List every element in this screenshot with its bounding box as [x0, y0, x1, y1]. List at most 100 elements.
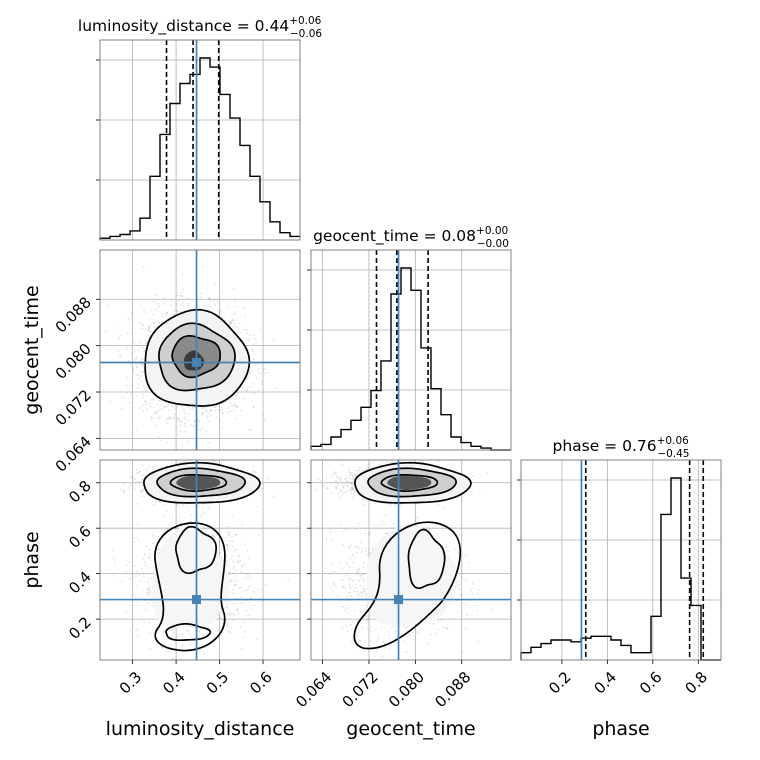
sample-point: [207, 297, 210, 300]
sample-point: [257, 505, 259, 508]
sample-point: [148, 466, 151, 469]
sample-point: [194, 425, 197, 428]
sample-point: [150, 591, 152, 593]
sample-point: [155, 500, 157, 503]
sample-point: [212, 633, 214, 635]
sample-point: [234, 549, 237, 551]
sample-point: [227, 603, 230, 606]
sample-point: [221, 291, 224, 294]
sample-point: [204, 527, 207, 530]
sample-point: [240, 602, 243, 604]
sample-point: [139, 471, 142, 473]
sample-point: [132, 477, 134, 480]
sample-point: [140, 321, 142, 324]
sample-point: [208, 298, 211, 301]
sample-point: [246, 377, 249, 380]
sample-point: [227, 399, 230, 401]
sample-point: [224, 540, 227, 542]
sample-point: [165, 406, 168, 409]
sample-point: [135, 469, 138, 471]
sample-point: [253, 358, 256, 361]
sample-point: [151, 398, 154, 401]
sample-point: [206, 416, 209, 419]
sample-point: [219, 544, 222, 547]
sample-point: [171, 657, 174, 660]
sample-point: [149, 647, 152, 650]
sample-point: [219, 311, 222, 314]
sample-point: [165, 314, 168, 316]
sample-point: [237, 467, 240, 469]
sample-point: [125, 611, 127, 614]
sample-point: [107, 304, 110, 307]
sample-point: [166, 312, 169, 315]
sample-point: [186, 296, 189, 299]
sample-point: [219, 616, 222, 619]
sample-point: [138, 481, 141, 483]
sample-point: [130, 362, 133, 365]
sample-point: [212, 535, 214, 537]
sample-point: [126, 377, 128, 379]
sample-point: [163, 530, 166, 533]
sample-point: [186, 419, 189, 422]
sample-point: [238, 587, 241, 590]
sample-point: [187, 413, 189, 415]
sample-point: [134, 478, 136, 481]
sample-point: [187, 440, 190, 442]
sample-point: [258, 389, 261, 392]
contour-inner: [171, 335, 221, 379]
sample-point: [225, 625, 228, 627]
sample-point: [152, 313, 155, 316]
sample-point: [122, 483, 124, 485]
sample-point: [183, 461, 186, 463]
sample-point: [221, 408, 224, 411]
sample-point: [184, 415, 187, 418]
sample-point: [258, 534, 261, 537]
sample-point: [175, 304, 178, 307]
sample-point: [118, 337, 121, 340]
sample-point: [187, 510, 190, 512]
sample-point: [230, 321, 233, 324]
sample-point: [264, 368, 267, 371]
sample-point: [243, 306, 246, 309]
sample-point: [245, 589, 248, 591]
sample-point: [235, 533, 238, 535]
sample-point: [134, 488, 136, 491]
sample-point: [234, 403, 236, 406]
sample-point: [156, 411, 159, 414]
sample-point: [200, 295, 203, 298]
sample-point: [237, 556, 240, 558]
sample-point: [144, 400, 147, 403]
sample-point: [219, 308, 222, 311]
sample-point: [203, 653, 205, 655]
sample-point: [252, 493, 255, 496]
sample-point: [134, 596, 137, 599]
sample-point: [137, 472, 140, 474]
sample-point: [257, 367, 260, 370]
sample-point: [185, 505, 187, 507]
sample-point: [254, 337, 257, 340]
sample-point: [147, 588, 149, 590]
sample-point: [192, 424, 195, 427]
sample-point: [174, 302, 177, 305]
sample-point: [261, 382, 264, 385]
sample-point: [228, 319, 231, 322]
sample-point: [181, 633, 184, 635]
sample-point: [132, 368, 135, 371]
sample-point: [245, 609, 248, 612]
sample-point: [146, 408, 148, 411]
sample-point: [133, 594, 135, 596]
sample-point: [229, 580, 231, 582]
sample-point: [210, 305, 213, 308]
sample-point: [140, 478, 143, 481]
sample-point: [162, 303, 165, 305]
sample-point: [148, 589, 150, 591]
sample-point: [121, 407, 123, 410]
sample-point: [189, 408, 192, 411]
sample-point: [158, 399, 161, 402]
sample-point: [234, 534, 237, 537]
sample-point: [153, 325, 156, 328]
frame-phase: [520, 459, 722, 661]
sample-point: [134, 350, 137, 353]
sample-point: [167, 418, 169, 421]
sample-point: [146, 594, 149, 597]
